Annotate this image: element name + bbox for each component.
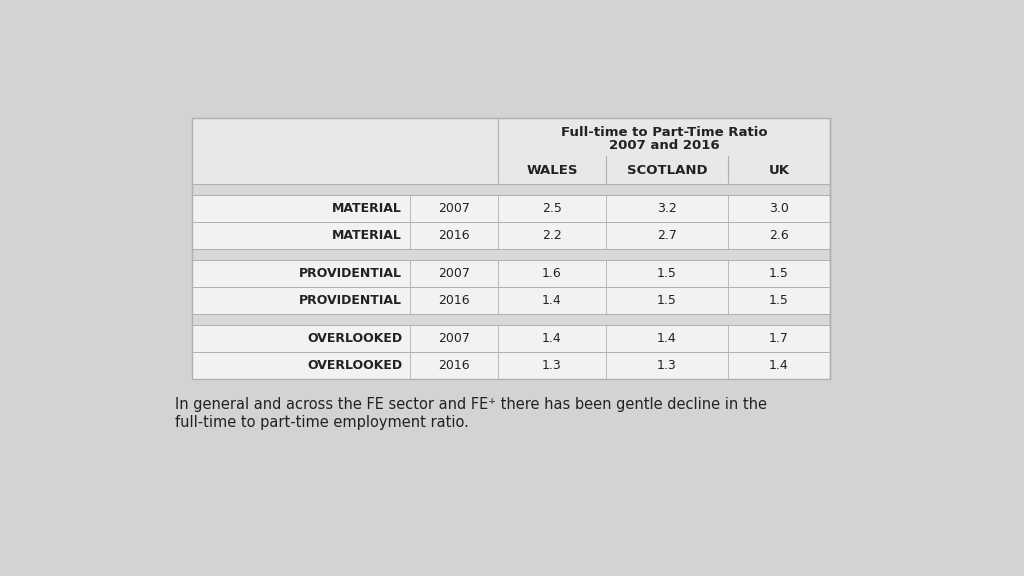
Bar (193, 222, 830, 249)
Text: 1.5: 1.5 (657, 294, 677, 307)
Bar (193, 118, 830, 379)
Text: PROVIDENTIAL: PROVIDENTIAL (299, 294, 402, 307)
Text: 2.7: 2.7 (657, 229, 677, 242)
Text: OVERLOOKED: OVERLOOKED (307, 359, 402, 372)
Text: 1.4: 1.4 (542, 332, 562, 345)
Text: 1.4: 1.4 (542, 294, 562, 307)
Text: 2.2: 2.2 (542, 229, 562, 242)
Bar (193, 325, 830, 352)
Text: 1.6: 1.6 (542, 267, 562, 280)
Bar (193, 184, 830, 195)
Text: full-time to part-time employment ratio.: full-time to part-time employment ratio. (175, 415, 469, 430)
Text: UK: UK (768, 164, 790, 176)
Text: 2016: 2016 (438, 229, 470, 242)
Text: 2007: 2007 (438, 267, 470, 280)
Bar (193, 260, 830, 287)
Text: 1.5: 1.5 (769, 294, 788, 307)
Text: Full-time to Part-Time Ratio: Full-time to Part-Time Ratio (561, 126, 767, 139)
Text: 1.5: 1.5 (657, 267, 677, 280)
Text: In general and across the FE sector and FE⁺ there has been gentle decline in the: In general and across the FE sector and … (175, 397, 767, 412)
Text: OVERLOOKED: OVERLOOKED (307, 332, 402, 345)
Text: 2016: 2016 (438, 294, 470, 307)
Text: WALES: WALES (526, 164, 578, 176)
Text: MATERIAL: MATERIAL (332, 229, 402, 242)
Text: 3.0: 3.0 (769, 202, 788, 215)
Text: PROVIDENTIAL: PROVIDENTIAL (299, 267, 402, 280)
Text: 2007 and 2016: 2007 and 2016 (608, 139, 719, 152)
Text: 3.2: 3.2 (657, 202, 677, 215)
Text: 1.5: 1.5 (769, 267, 788, 280)
Bar (193, 287, 830, 314)
Text: 2007: 2007 (438, 202, 470, 215)
Bar (193, 195, 830, 222)
Bar (193, 118, 830, 379)
Text: 1.3: 1.3 (657, 359, 677, 372)
Text: 1.4: 1.4 (769, 359, 788, 372)
Bar (193, 352, 830, 379)
Text: 2.5: 2.5 (542, 202, 562, 215)
Text: 2016: 2016 (438, 359, 470, 372)
Bar (193, 249, 830, 260)
Text: 2.6: 2.6 (769, 229, 788, 242)
Text: 2007: 2007 (438, 332, 470, 345)
Bar (193, 156, 830, 184)
Text: 1.7: 1.7 (769, 332, 788, 345)
Bar (193, 314, 830, 325)
Text: 1.3: 1.3 (542, 359, 562, 372)
Text: 1.4: 1.4 (657, 332, 677, 345)
Text: SCOTLAND: SCOTLAND (627, 164, 708, 176)
Text: MATERIAL: MATERIAL (332, 202, 402, 215)
Bar (193, 118, 830, 156)
